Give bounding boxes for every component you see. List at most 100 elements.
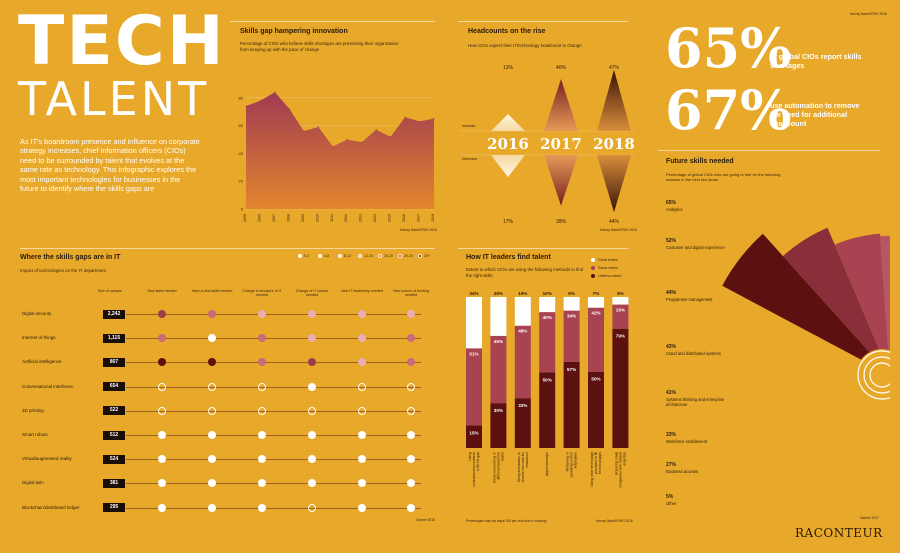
sample-size: 1,115 — [103, 333, 125, 343]
increase-triangle — [491, 114, 525, 131]
increase-value-label: 13% — [503, 65, 514, 71]
fan-ring — [857, 350, 890, 400]
year-label: 2017 — [540, 135, 582, 153]
impact-dot — [358, 479, 366, 488]
impact-dot — [407, 310, 415, 318]
find-talent-source: Harvey Nash/KPMG 2018 — [596, 519, 633, 523]
bar-bottom-label: 50% — [591, 377, 600, 382]
column-header: Change of IT culture needed — [295, 289, 329, 298]
legend-label: 16-20 — [384, 253, 393, 258]
bar-segment-little — [588, 371, 604, 448]
talent-legend-label: Great extent — [598, 257, 618, 262]
bar-category-label: Usingcontractors/consultantsto fill the … — [468, 452, 480, 487]
fan-slice — [834, 233, 890, 375]
impact-dot — [308, 431, 316, 439]
sample-size: 522 — [103, 406, 125, 416]
headcounts-title: Headcounts on the rise — [468, 28, 546, 35]
row-label: Internet of things — [22, 335, 56, 341]
x-tick-label: 2011 — [330, 214, 334, 222]
impact-dot — [358, 382, 366, 391]
find-talent-subtitle: Extent to which CIOs are using the follo… — [466, 267, 584, 278]
bar-top-label: 9% — [568, 291, 575, 296]
decrease-value-label: 39% — [556, 219, 567, 225]
row-rule — [126, 362, 421, 363]
bar-category-label: Apprenticeships — [545, 452, 549, 476]
area-series — [246, 92, 434, 209]
row-rule — [126, 483, 421, 484]
divider — [230, 21, 435, 22]
impact-dot — [358, 310, 366, 318]
fan-category-label: Cloud and distributed systems — [666, 351, 721, 356]
x-tick-label: 2007 — [272, 214, 276, 222]
legend-swatch — [398, 254, 402, 258]
increase-value-label: 47% — [609, 65, 620, 71]
fan-center — [856, 349, 890, 401]
fan-ring — [863, 356, 890, 394]
legend-label: 4-8 — [324, 253, 330, 258]
area-point — [433, 118, 435, 120]
divider — [458, 248, 628, 249]
skills-table-subtitle: Impact of technologies on the IT departm… — [20, 268, 106, 273]
x-tick-label: 2008 — [286, 214, 290, 222]
fan-value-label: 5% — [666, 494, 674, 500]
bar-bottom-label: 15% — [469, 430, 478, 435]
impact-dot — [258, 431, 266, 439]
row-rule — [126, 386, 421, 388]
skills-legend: 0-4 4-8 8-12 12-16 16-20 20-24 24+ — [298, 254, 438, 262]
impact-dot — [158, 334, 166, 343]
bar-category-label: Using other technologyproviders to fillt… — [590, 452, 602, 487]
x-tick-label: 2005 — [243, 214, 247, 222]
impact-dot — [407, 479, 415, 488]
fan-slice — [722, 233, 890, 375]
sample-size: 381 — [103, 478, 125, 488]
bar-segment-some — [563, 310, 580, 362]
fan-slice — [880, 235, 890, 375]
row-rule — [126, 435, 421, 436]
divider — [20, 248, 435, 249]
talent-legend-swatch — [591, 258, 595, 262]
row-rule — [126, 410, 421, 412]
bar-segment-little — [466, 425, 482, 448]
column-header: Hard-to-find skills needed — [191, 289, 233, 293]
row-rule — [126, 507, 421, 509]
impact-dot — [208, 358, 216, 367]
x-tick-label: 2010 — [315, 214, 319, 222]
legend-swatch — [318, 254, 322, 258]
skills-gap-subtitle: Percentage of CIOs who believe skills sh… — [240, 41, 399, 52]
fan-value-label: 41% — [666, 390, 677, 396]
legend-label: 20-24 — [404, 253, 413, 258]
skills-gap-source: Harvey Nash/KPMG 2018 — [400, 228, 437, 232]
legend-swatch — [358, 254, 362, 258]
impact-dot — [407, 334, 415, 343]
row-rule — [126, 338, 421, 339]
bar-category-label: Retraining orupskilling currentemployees — [566, 451, 578, 477]
headcounts-subtitle: How CIOs expect their IT/technology head… — [468, 43, 582, 48]
legend-label: 8-12 — [344, 253, 352, 258]
y-tick-label: 60 — [239, 123, 244, 128]
intro-body: As IT's boardroom presence and influence… — [20, 137, 200, 194]
legend-swatch — [418, 254, 422, 258]
decrease-value-label: 17% — [503, 219, 514, 225]
find-talent-title: How IT leaders find talent — [466, 254, 551, 261]
stat2-value: 67% — [665, 78, 792, 142]
bar-top-label: 19% — [518, 291, 527, 296]
bar-segment-little — [612, 328, 629, 448]
impact-dot — [158, 455, 166, 464]
headcounts-source: Harvey Nash/KPMG 2018 — [600, 228, 637, 232]
sample-size: 807 — [103, 357, 125, 367]
future-skills-title: Future skills needed — [666, 158, 734, 165]
fan-category-label: Customer and digital experience — [666, 245, 725, 250]
impact-dot — [208, 382, 216, 391]
y-tick-label: 0 — [241, 207, 244, 212]
impact-dot — [258, 455, 266, 464]
legend-label: 12-16 — [364, 253, 373, 258]
impact-dot — [158, 479, 166, 488]
impact-dot — [308, 310, 316, 318]
bar-bottom-label: 79% — [616, 334, 625, 339]
stat2-text: use automation to remove the need for ad… — [770, 101, 860, 128]
decrease-triangle — [544, 155, 578, 206]
bar-top-label: 7% — [593, 291, 600, 296]
column-header: Change in structure of IT needed — [242, 289, 282, 298]
x-tick-label: 2016 — [402, 214, 406, 222]
row-label: Digital security — [22, 311, 52, 316]
